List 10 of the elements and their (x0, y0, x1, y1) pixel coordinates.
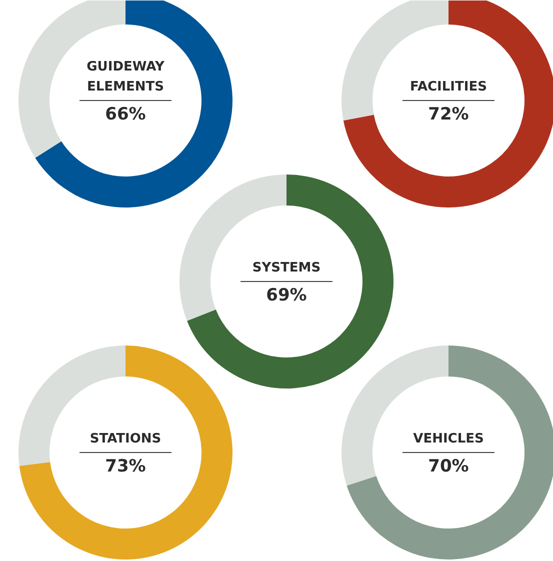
data-label: 69% (266, 286, 307, 306)
slice-label: FACILITIES (410, 80, 487, 94)
data-label: 72% (428, 104, 469, 124)
slice-label: STATIONS (90, 432, 162, 446)
data-label: 66% (105, 104, 146, 124)
slice-label: VEHICLES (413, 432, 484, 446)
data-label: 70% (428, 456, 469, 476)
data-label: 73% (105, 456, 146, 476)
slice-label: SYSTEMS (252, 260, 321, 276)
slice-label: GUIDEWAY ELEMENTS (86, 60, 165, 94)
